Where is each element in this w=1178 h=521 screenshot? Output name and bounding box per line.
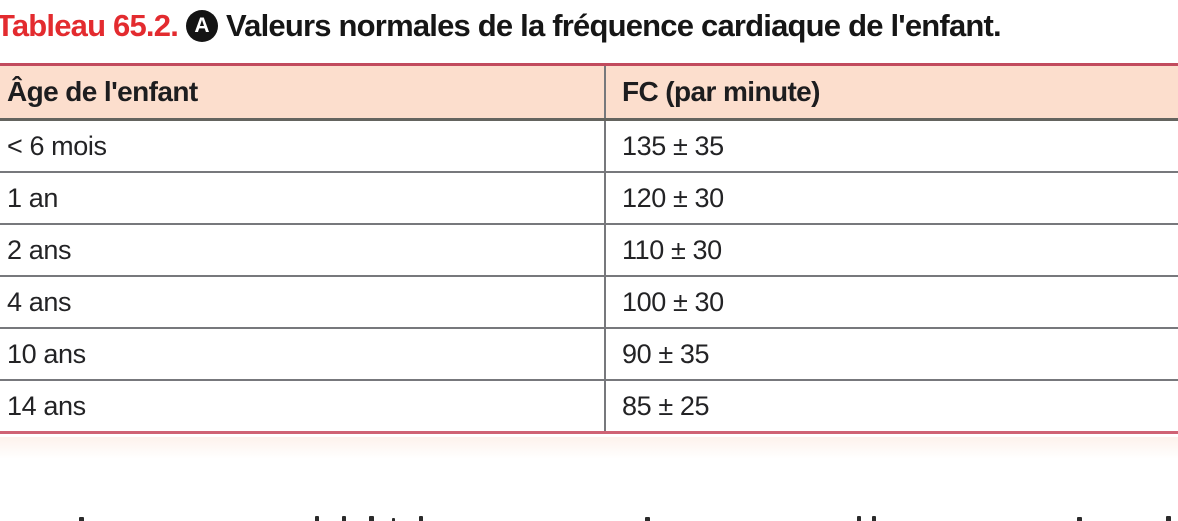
age-cell: 14 ans bbox=[7, 390, 86, 421]
age-cell: 10 ans bbox=[7, 338, 86, 369]
table-row: 4 ans 100 ± 30 bbox=[0, 277, 1178, 329]
grade-a-badge-icon: A bbox=[186, 10, 219, 42]
table-bottom-glow bbox=[0, 437, 1178, 459]
fc-cell: 120 ± 30 bbox=[604, 173, 1178, 223]
table-header-row: Âge de l'enfant FC (par minute) bbox=[0, 66, 1178, 121]
heart-rate-table: Âge de l'enfant FC (par minute) < 6 mois… bbox=[0, 63, 1178, 434]
fc-cell: 100 ± 30 bbox=[604, 277, 1178, 327]
table-row: 10 ans 90 ± 35 bbox=[0, 329, 1178, 381]
table-row: 1 an 120 ± 30 bbox=[0, 173, 1178, 225]
table-caption: Tableau 65.2. A Valeurs normales de la f… bbox=[0, 5, 1002, 47]
fc-cell: 85 ± 25 bbox=[604, 381, 1178, 431]
column-header-fc: FC (par minute) bbox=[604, 66, 1178, 118]
fc-cell: 135 ± 35 bbox=[604, 121, 1178, 171]
age-cell: 2 ans bbox=[7, 234, 72, 265]
age-cell: < 6 mois bbox=[7, 130, 107, 161]
fc-cell: 110 ± 30 bbox=[604, 225, 1178, 275]
cut-off-text-line bbox=[0, 514, 1178, 521]
fc-cell: 90 ± 35 bbox=[604, 329, 1178, 379]
table-row: 2 ans 110 ± 30 bbox=[0, 225, 1178, 277]
grade-a-badge-letter: A bbox=[194, 14, 210, 37]
table-row: < 6 mois 135 ± 35 bbox=[0, 121, 1178, 173]
column-header-age: Âge de l'enfant bbox=[7, 76, 198, 107]
age-cell: 1 an bbox=[7, 182, 58, 213]
table-row: 14 ans 85 ± 25 bbox=[0, 381, 1178, 431]
table-title: Valeurs normales de la fréquence cardiaq… bbox=[226, 8, 1002, 43]
table-number: Tableau 65.2. bbox=[0, 8, 179, 43]
age-cell: 4 ans bbox=[7, 286, 72, 317]
